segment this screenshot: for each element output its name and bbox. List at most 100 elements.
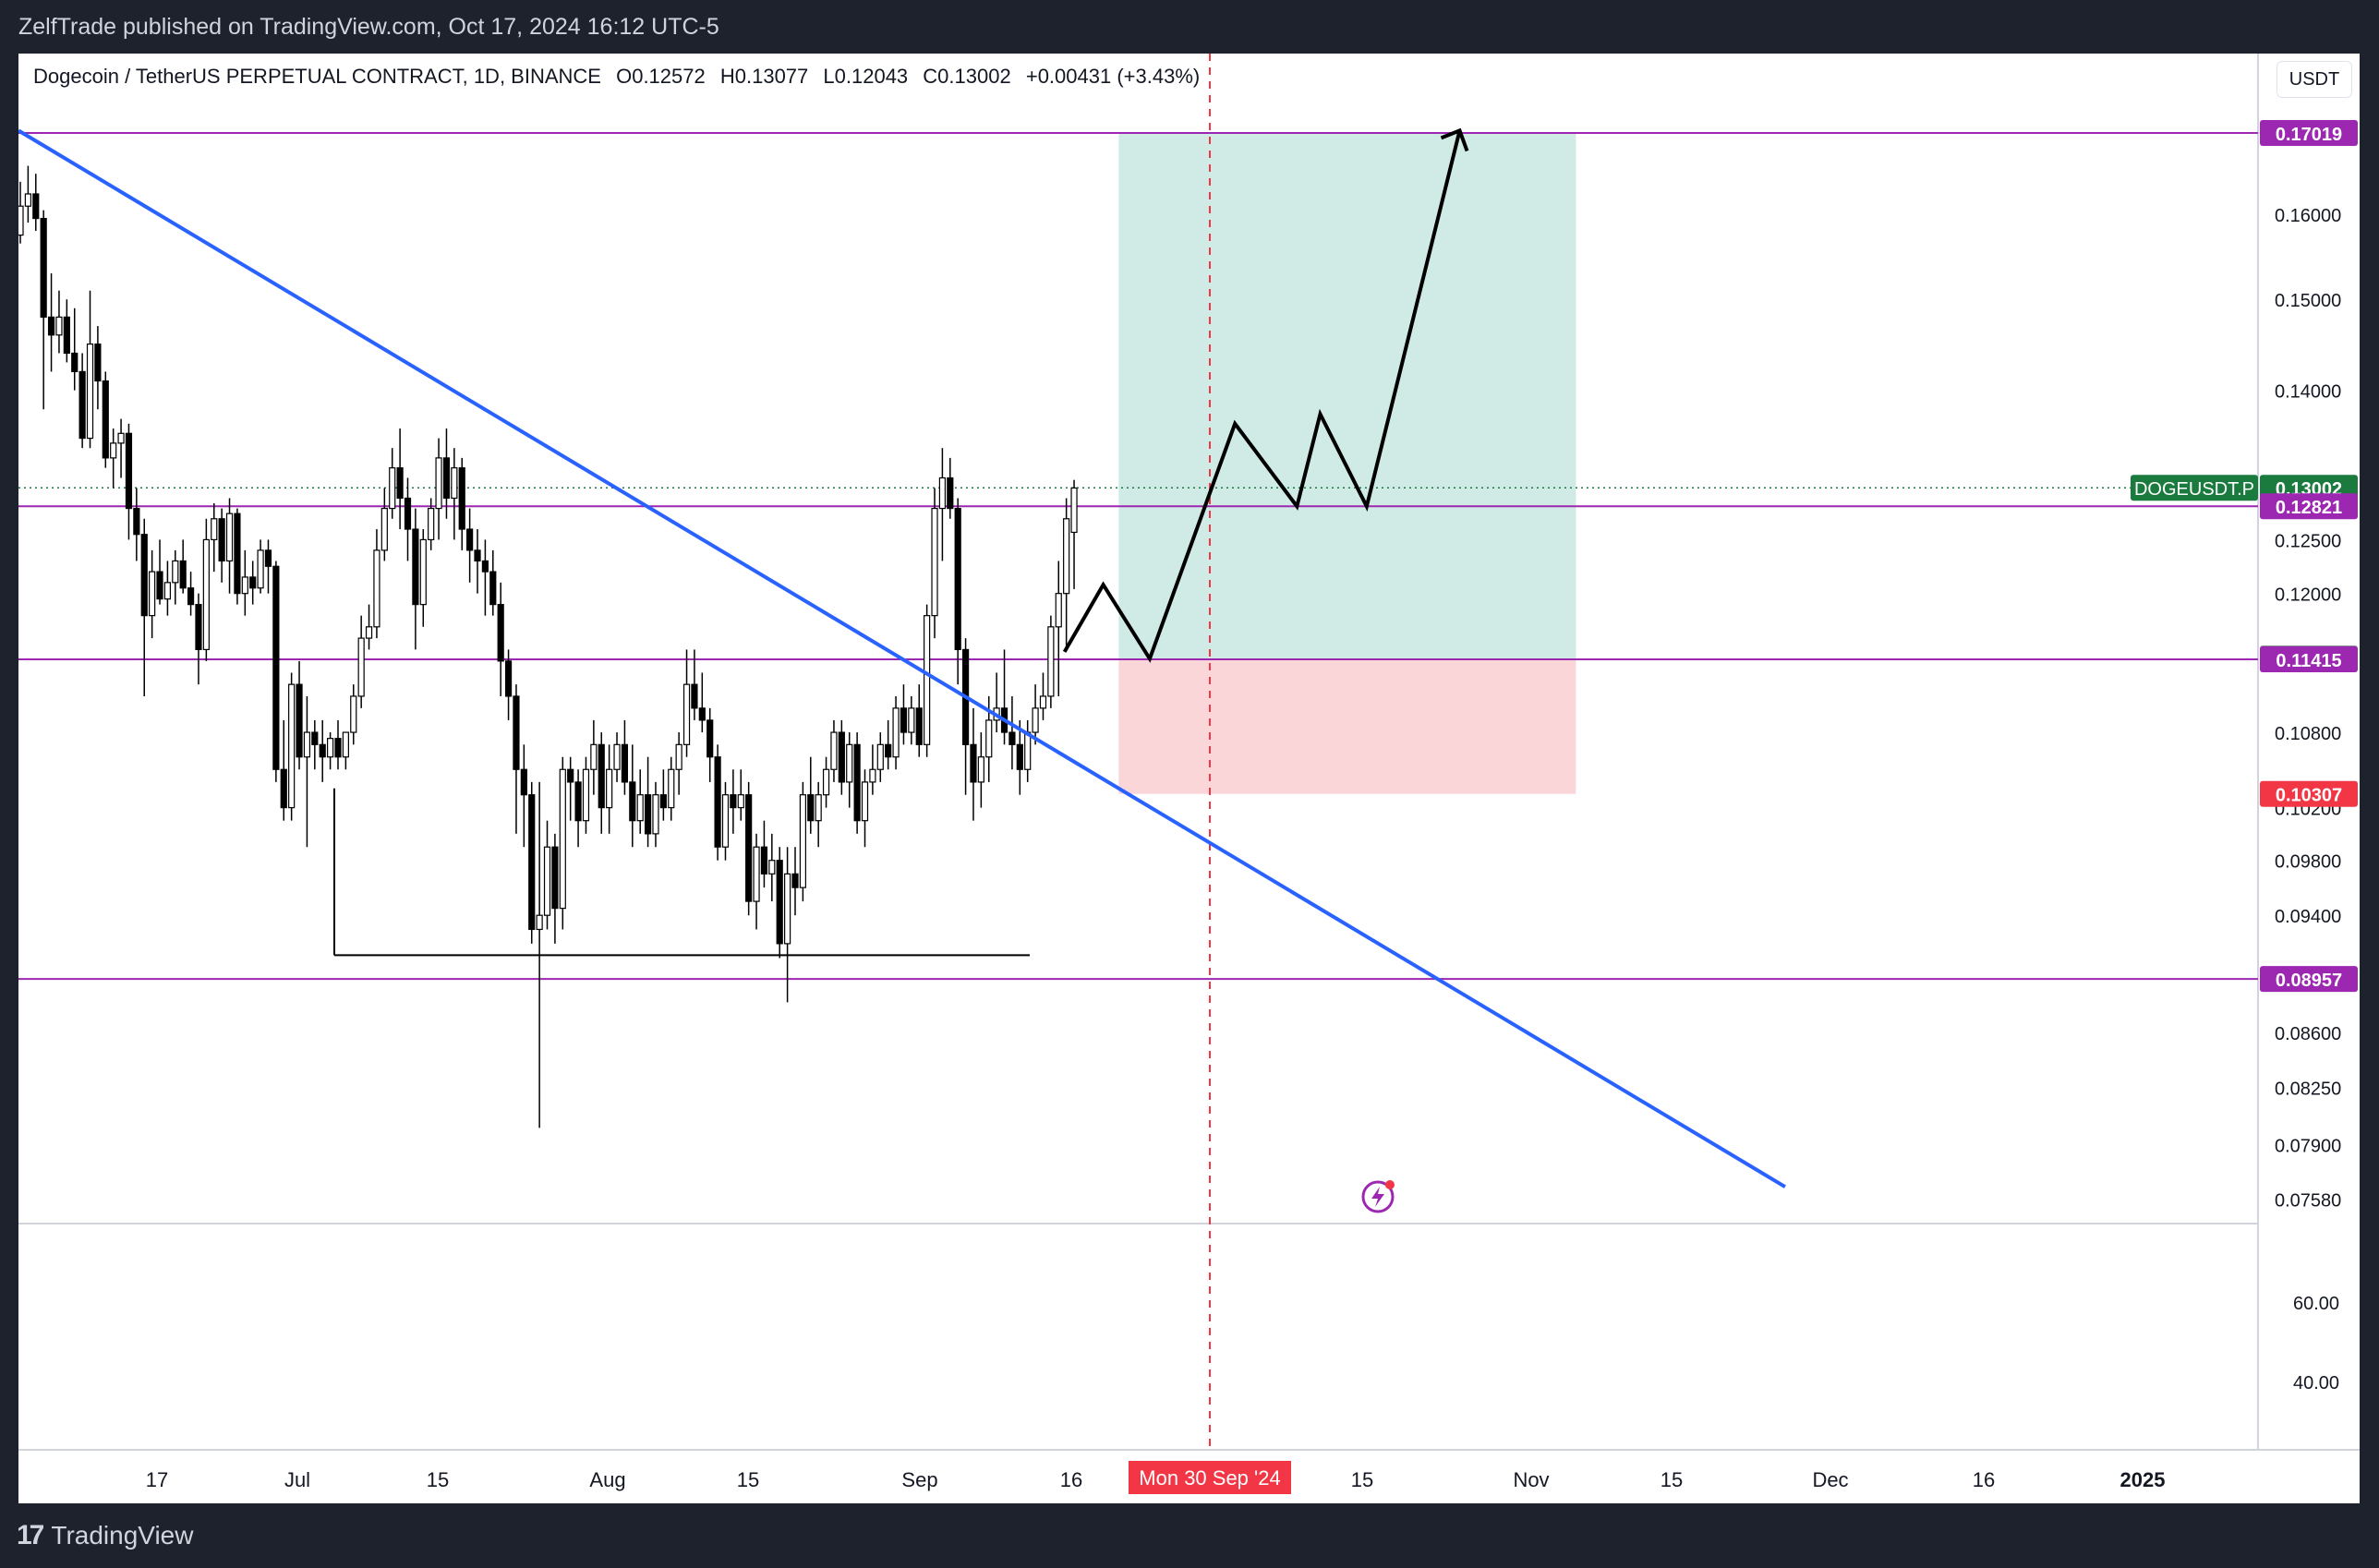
candle-body xyxy=(110,442,117,459)
candle-body xyxy=(474,549,481,562)
candle xyxy=(970,707,977,821)
price-tick-label: 0.10800 xyxy=(2275,724,2341,744)
candle-body xyxy=(985,719,993,758)
candle-body xyxy=(380,507,388,551)
candle-body xyxy=(543,846,551,916)
flash-alert-icon[interactable] xyxy=(1359,1178,1396,1215)
candle-body xyxy=(582,768,590,822)
candle xyxy=(1008,695,1016,770)
candle-body xyxy=(389,467,396,510)
candle xyxy=(140,518,148,696)
candle-body xyxy=(947,476,954,510)
candle xyxy=(264,539,272,594)
candle-body xyxy=(737,794,744,809)
candle-body xyxy=(225,513,234,562)
candle-body xyxy=(163,582,172,600)
crosshair-date-label: Mon 30 Sep '24 xyxy=(1129,1461,1291,1494)
candle xyxy=(598,732,605,834)
candle-body xyxy=(497,604,504,662)
candle xyxy=(652,781,659,848)
candle xyxy=(272,561,280,782)
candle-body xyxy=(892,707,900,758)
candle-body xyxy=(574,781,582,822)
candle xyxy=(1063,498,1070,650)
candle-body xyxy=(559,768,566,910)
time-tick-label: Aug xyxy=(589,1468,625,1491)
candle-body xyxy=(668,768,675,809)
candle-body xyxy=(78,370,86,440)
candle-body xyxy=(350,695,357,733)
time-tick-label: Nov xyxy=(1513,1468,1549,1491)
candle-body xyxy=(970,743,977,783)
candle-body xyxy=(458,467,465,530)
candle-body xyxy=(659,794,667,809)
price-label-box xyxy=(2260,966,2358,993)
candle xyxy=(815,781,822,848)
candle xyxy=(931,488,938,639)
candle xyxy=(900,684,908,745)
candle-body xyxy=(466,528,474,551)
candle xyxy=(730,769,737,834)
currency-button[interactable]: USDT xyxy=(2276,61,2352,98)
price-tick-label: 0.12500 xyxy=(2275,531,2341,551)
profit-zone xyxy=(1118,132,1576,659)
candle xyxy=(117,418,125,478)
candle-body xyxy=(442,457,451,500)
candle xyxy=(784,847,791,1003)
price-tick-label: 0.09800 xyxy=(2275,852,2341,873)
candle xyxy=(435,438,442,540)
candle-body xyxy=(47,316,55,336)
candle xyxy=(466,508,474,583)
candle xyxy=(977,732,984,808)
candle xyxy=(133,488,140,561)
candle-body xyxy=(94,343,102,382)
candle xyxy=(86,290,94,449)
candle xyxy=(428,498,435,550)
candle-body xyxy=(404,497,412,530)
candle xyxy=(698,672,706,733)
candle-body xyxy=(280,768,287,809)
candle xyxy=(737,769,744,821)
chart-canvas[interactable]: 0.16000 0.15000 0.14000 0.12500 0.12000 0.108… xyxy=(18,54,2360,1503)
candle-body xyxy=(481,560,489,573)
candle-body xyxy=(272,565,280,770)
candle-body xyxy=(241,576,248,595)
time-tick-label: 15 xyxy=(427,1468,449,1491)
candle xyxy=(234,508,241,605)
candle-body xyxy=(784,873,791,945)
candle-body xyxy=(861,781,869,822)
candle xyxy=(319,719,326,782)
tradingview-logo[interactable]: 17 TradingView xyxy=(17,1520,193,1551)
candle xyxy=(567,756,574,821)
candle-body xyxy=(838,731,845,783)
time-tick-label: 16 xyxy=(1060,1468,1082,1491)
candle xyxy=(172,549,179,605)
candle xyxy=(334,719,342,770)
candle xyxy=(380,488,388,561)
published-text: ZelfTrade published on TradingView.com, … xyxy=(18,14,719,40)
candle xyxy=(419,529,427,627)
candle xyxy=(691,649,698,720)
price-tick-label: 0.08250 xyxy=(2275,1079,2341,1099)
candle xyxy=(846,732,853,808)
candle-body xyxy=(675,743,682,770)
price-label: 0.11415 xyxy=(2260,646,2358,673)
candle xyxy=(396,428,404,530)
candle xyxy=(621,719,629,795)
price-label: 0.12821 xyxy=(2260,493,2358,520)
projection-path xyxy=(1062,129,1462,663)
candle-body xyxy=(504,660,513,697)
candle-body xyxy=(365,626,373,639)
candle-body xyxy=(489,571,497,606)
candle xyxy=(876,732,884,782)
candle-body xyxy=(63,316,70,355)
chart-frame[interactable]: 0.16000 0.15000 0.14000 0.12500 0.12000 0.108… xyxy=(18,54,2360,1503)
candle xyxy=(195,593,202,685)
time-tick-label: 15 xyxy=(1351,1468,1373,1491)
candle-body xyxy=(652,794,659,835)
price-tick-label: 0.14000 xyxy=(2275,382,2341,403)
candle xyxy=(636,769,644,834)
candle xyxy=(202,518,210,661)
candle-body xyxy=(373,549,380,628)
candle xyxy=(18,181,24,244)
